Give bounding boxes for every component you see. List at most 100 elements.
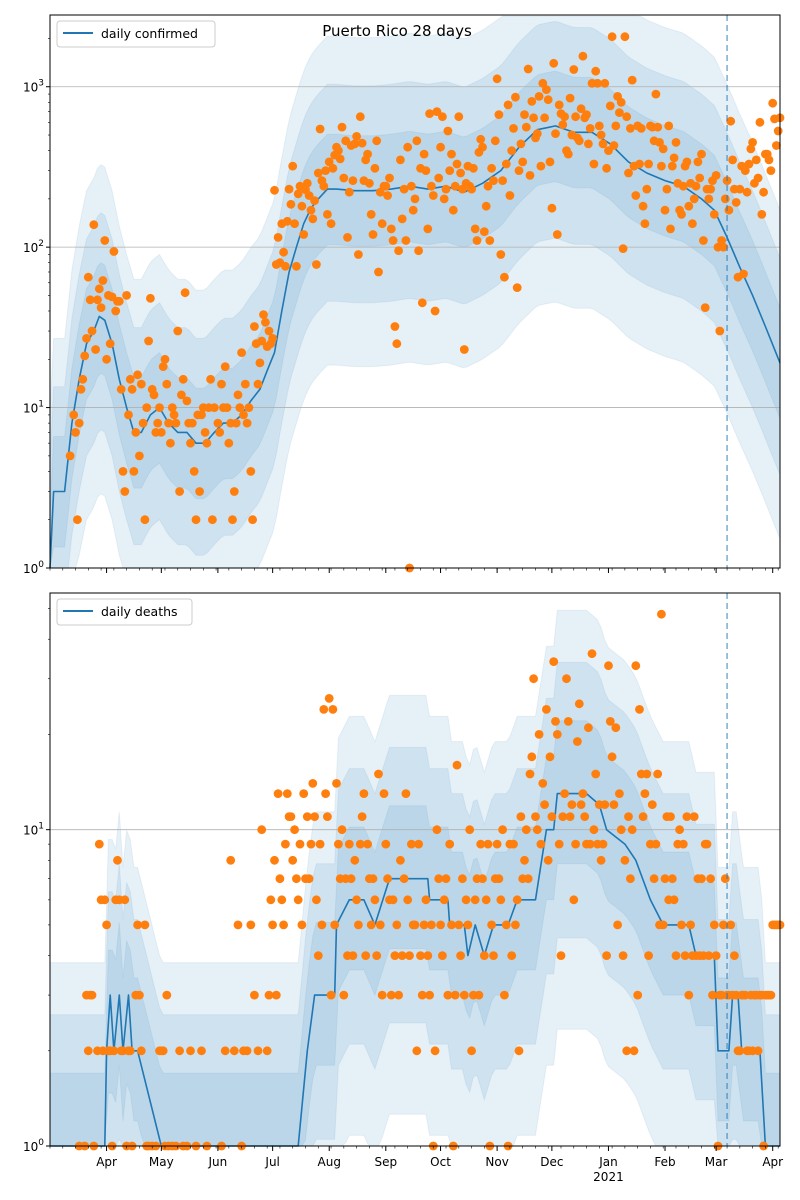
data-point xyxy=(728,155,737,165)
data-point xyxy=(288,855,298,865)
data-point xyxy=(182,396,192,406)
data-point xyxy=(385,173,394,183)
data-point xyxy=(596,855,606,865)
data-point xyxy=(536,161,546,171)
data-point xyxy=(326,219,336,229)
data-point xyxy=(585,123,595,133)
data-point xyxy=(739,269,748,279)
data-point xyxy=(684,201,694,211)
data-point xyxy=(131,428,141,437)
data-point xyxy=(445,166,455,176)
data-point xyxy=(726,920,736,930)
data-point xyxy=(271,990,281,1000)
data-point xyxy=(71,428,80,437)
data-point xyxy=(669,153,679,163)
data-point xyxy=(96,303,106,312)
data-point xyxy=(593,78,602,88)
data-point xyxy=(591,769,601,779)
data-point xyxy=(262,1046,272,1056)
data-point xyxy=(631,191,641,200)
data-point xyxy=(489,176,498,186)
data-point xyxy=(629,1046,639,1056)
data-point xyxy=(334,146,343,156)
data-point xyxy=(111,306,121,316)
data-point xyxy=(631,661,641,671)
data-point xyxy=(259,310,268,319)
data-point xyxy=(576,104,586,114)
data-point xyxy=(250,322,259,331)
data-point xyxy=(337,122,347,132)
data-point xyxy=(403,142,413,152)
data-point xyxy=(450,181,460,191)
data-point xyxy=(485,236,495,245)
data-point xyxy=(268,334,277,343)
data-point xyxy=(427,920,436,930)
data-point xyxy=(605,101,615,111)
data-point xyxy=(368,874,378,884)
data-point xyxy=(715,326,725,336)
data-point xyxy=(543,855,553,865)
data-point xyxy=(602,951,611,960)
data-point xyxy=(370,895,380,905)
data-point xyxy=(138,418,148,428)
data-point xyxy=(167,403,177,412)
data-point xyxy=(186,438,195,448)
data-point xyxy=(242,1046,252,1056)
data-point xyxy=(246,920,256,930)
data-point xyxy=(237,348,247,357)
data-point xyxy=(69,410,79,420)
confirmed-legend-box xyxy=(56,20,216,48)
data-point xyxy=(313,168,323,178)
data-point xyxy=(441,184,451,194)
data-point xyxy=(394,990,403,1000)
data-point xyxy=(401,789,411,798)
data-point xyxy=(306,205,316,215)
data-point xyxy=(392,920,402,930)
data-point xyxy=(377,990,387,1000)
data-point xyxy=(372,951,382,960)
data-point xyxy=(365,178,374,188)
data-point xyxy=(297,201,307,211)
data-point xyxy=(600,78,610,88)
data-point xyxy=(270,855,279,865)
x-tick-label: Jan xyxy=(598,1155,618,1169)
data-point xyxy=(753,1046,763,1056)
data-point xyxy=(352,132,361,141)
data-point xyxy=(332,779,341,788)
data-point xyxy=(162,990,172,1000)
data-point xyxy=(434,173,444,183)
data-point xyxy=(459,990,469,1000)
data-point xyxy=(660,874,670,884)
data-point xyxy=(282,216,292,226)
data-point xyxy=(704,951,714,960)
data-point xyxy=(664,121,674,131)
data-point xyxy=(509,123,518,133)
data-point xyxy=(598,839,608,849)
data-point xyxy=(554,839,564,849)
data-point xyxy=(425,109,434,118)
data-point xyxy=(195,487,205,496)
data-point xyxy=(135,451,144,461)
data-point xyxy=(627,825,637,835)
data-point xyxy=(334,839,343,849)
data-point xyxy=(463,920,473,930)
data-point xyxy=(158,1046,168,1056)
data-point xyxy=(764,155,774,165)
data-point xyxy=(571,839,580,849)
data-point xyxy=(261,317,270,327)
data-point xyxy=(187,418,197,428)
data-point xyxy=(563,149,573,159)
data-point xyxy=(277,895,287,905)
data-point xyxy=(85,295,95,305)
data-point xyxy=(133,370,143,380)
data-point xyxy=(416,951,425,960)
data-point xyxy=(653,122,663,132)
data-point xyxy=(527,97,537,106)
data-point xyxy=(635,159,644,169)
data-point xyxy=(543,95,553,105)
data-point xyxy=(370,163,380,173)
data-point xyxy=(720,194,730,204)
data-point xyxy=(87,990,97,1000)
data-point xyxy=(587,649,597,659)
data-point xyxy=(689,812,699,821)
